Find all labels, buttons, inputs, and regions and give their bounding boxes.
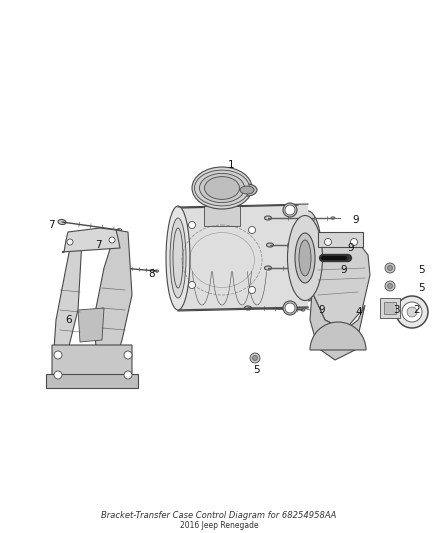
Circle shape	[385, 263, 395, 273]
Ellipse shape	[323, 244, 327, 246]
Text: 3: 3	[393, 305, 400, 315]
Text: 4: 4	[355, 307, 362, 317]
Ellipse shape	[240, 186, 254, 194]
Ellipse shape	[166, 206, 190, 310]
Bar	[384, 302, 396, 314]
Polygon shape	[310, 292, 365, 360]
Circle shape	[350, 238, 357, 246]
Text: 7: 7	[95, 240, 102, 250]
Polygon shape	[178, 204, 308, 311]
Wedge shape	[310, 322, 366, 350]
Ellipse shape	[295, 233, 315, 283]
Ellipse shape	[301, 309, 305, 311]
Circle shape	[402, 302, 422, 322]
Circle shape	[124, 371, 132, 379]
Circle shape	[124, 351, 132, 359]
Circle shape	[285, 205, 295, 215]
Ellipse shape	[155, 270, 159, 272]
Ellipse shape	[287, 215, 322, 301]
Circle shape	[388, 265, 392, 271]
Ellipse shape	[265, 216, 272, 220]
Ellipse shape	[194, 170, 250, 206]
Circle shape	[407, 307, 417, 317]
Ellipse shape	[316, 267, 320, 269]
Circle shape	[248, 227, 255, 233]
Ellipse shape	[167, 207, 189, 309]
Circle shape	[396, 296, 428, 328]
Ellipse shape	[199, 173, 244, 203]
Circle shape	[54, 371, 62, 379]
Text: 9: 9	[352, 215, 359, 225]
Polygon shape	[78, 308, 104, 342]
Circle shape	[285, 303, 295, 313]
Ellipse shape	[192, 167, 252, 209]
Ellipse shape	[299, 240, 311, 276]
Text: 7: 7	[48, 220, 55, 230]
Text: 9: 9	[318, 305, 325, 315]
Ellipse shape	[331, 217, 335, 219]
Circle shape	[385, 281, 395, 291]
Circle shape	[248, 287, 255, 294]
Text: 5: 5	[418, 265, 424, 275]
Text: 9: 9	[347, 243, 353, 253]
Ellipse shape	[265, 266, 272, 270]
Ellipse shape	[244, 306, 251, 310]
Ellipse shape	[237, 184, 257, 196]
Bar	[318, 232, 363, 247]
Ellipse shape	[266, 243, 273, 247]
Circle shape	[109, 237, 115, 243]
Polygon shape	[46, 374, 138, 388]
Circle shape	[54, 351, 62, 359]
Text: 2: 2	[413, 305, 420, 315]
Circle shape	[67, 239, 73, 245]
Circle shape	[325, 238, 332, 246]
Polygon shape	[52, 345, 132, 385]
Circle shape	[250, 353, 260, 363]
Text: 2016 Jeep Renegade: 2016 Jeep Renegade	[180, 521, 258, 529]
Text: Bracket-Transfer Case Control Diagram for 68254958AA: Bracket-Transfer Case Control Diagram fo…	[101, 511, 337, 520]
Text: 6: 6	[65, 315, 72, 325]
Ellipse shape	[68, 237, 76, 243]
Text: 9: 9	[340, 265, 346, 275]
Ellipse shape	[283, 301, 297, 315]
Polygon shape	[204, 206, 240, 226]
Ellipse shape	[119, 266, 125, 270]
Circle shape	[188, 281, 195, 288]
Ellipse shape	[117, 229, 122, 232]
Ellipse shape	[294, 211, 322, 301]
Text: 1: 1	[228, 160, 235, 170]
Ellipse shape	[283, 203, 297, 217]
Text: 8: 8	[148, 269, 155, 279]
Text: 5: 5	[253, 365, 259, 375]
Ellipse shape	[124, 248, 128, 251]
Ellipse shape	[170, 218, 186, 298]
Ellipse shape	[58, 220, 66, 224]
Circle shape	[188, 222, 195, 229]
Circle shape	[252, 356, 258, 360]
Text: 5: 5	[418, 283, 424, 293]
Circle shape	[388, 284, 392, 288]
Bar	[380, 298, 400, 318]
Polygon shape	[312, 238, 370, 330]
Polygon shape	[94, 230, 132, 378]
Polygon shape	[52, 238, 82, 378]
Ellipse shape	[205, 176, 240, 199]
Polygon shape	[62, 228, 120, 252]
